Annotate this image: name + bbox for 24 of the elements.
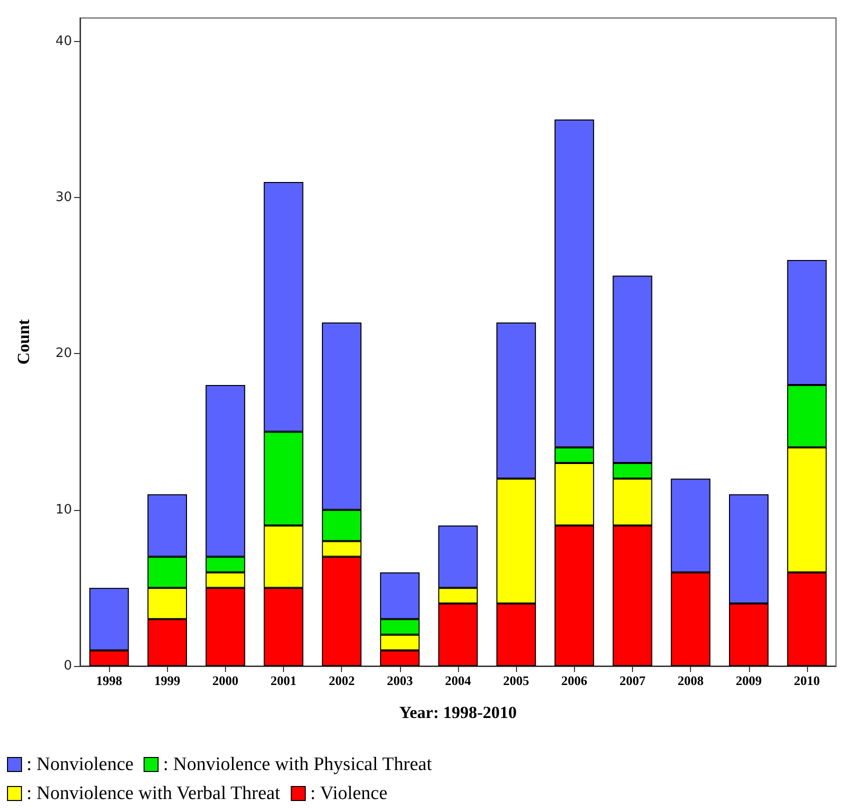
y-tick-label: 20 (55, 346, 72, 362)
legend-label: : Violence (310, 783, 388, 804)
legend-label: : Nonviolence with Verbal Threat (26, 783, 281, 804)
x-tick-label: 2005 (503, 673, 530, 688)
x-tick-label: 2004 (445, 673, 472, 688)
y-tick-label: 10 (55, 502, 72, 518)
x-tick-label: 1999 (154, 673, 181, 688)
x-tick-label: 2010 (794, 673, 820, 688)
x-tick-label: 2000 (212, 673, 238, 688)
x-tick-label: 2008 (678, 673, 704, 688)
y-tick-label: 40 (55, 34, 72, 49)
y-tick-label: 0 (64, 658, 72, 674)
x-tick-label: 2009 (736, 673, 762, 688)
y-axis-title: Count (14, 318, 33, 365)
x-tick-label: 2003 (386, 673, 414, 688)
legend-label: : Nonviolence with Physical Threat (163, 754, 433, 775)
x-tick-label: 2001 (270, 673, 297, 688)
x-tick-label: 2002 (328, 673, 355, 688)
x-axis-title: Year: 1998-2010 (399, 703, 517, 722)
legend-label: : Nonviolence (26, 754, 134, 775)
x-tick-label: 1998 (96, 673, 123, 688)
x-tick-label: 2007 (619, 673, 646, 688)
x-tick-label: 2006 (561, 673, 588, 688)
y-tick-label: 30 (55, 190, 72, 206)
